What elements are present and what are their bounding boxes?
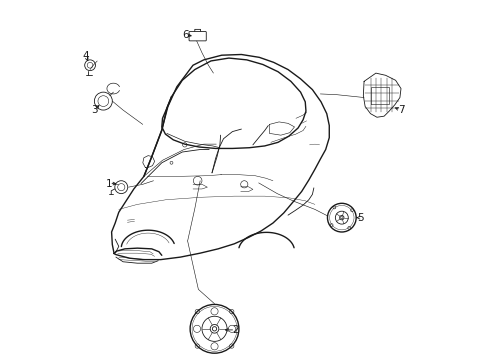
Text: 1: 1 (105, 179, 112, 189)
Text: 2: 2 (233, 325, 239, 335)
Text: 5: 5 (357, 213, 364, 222)
Text: 7: 7 (398, 105, 404, 115)
FancyBboxPatch shape (189, 32, 206, 41)
Text: 4: 4 (83, 51, 90, 61)
Text: 6: 6 (182, 30, 189, 40)
Text: 3: 3 (91, 105, 98, 115)
